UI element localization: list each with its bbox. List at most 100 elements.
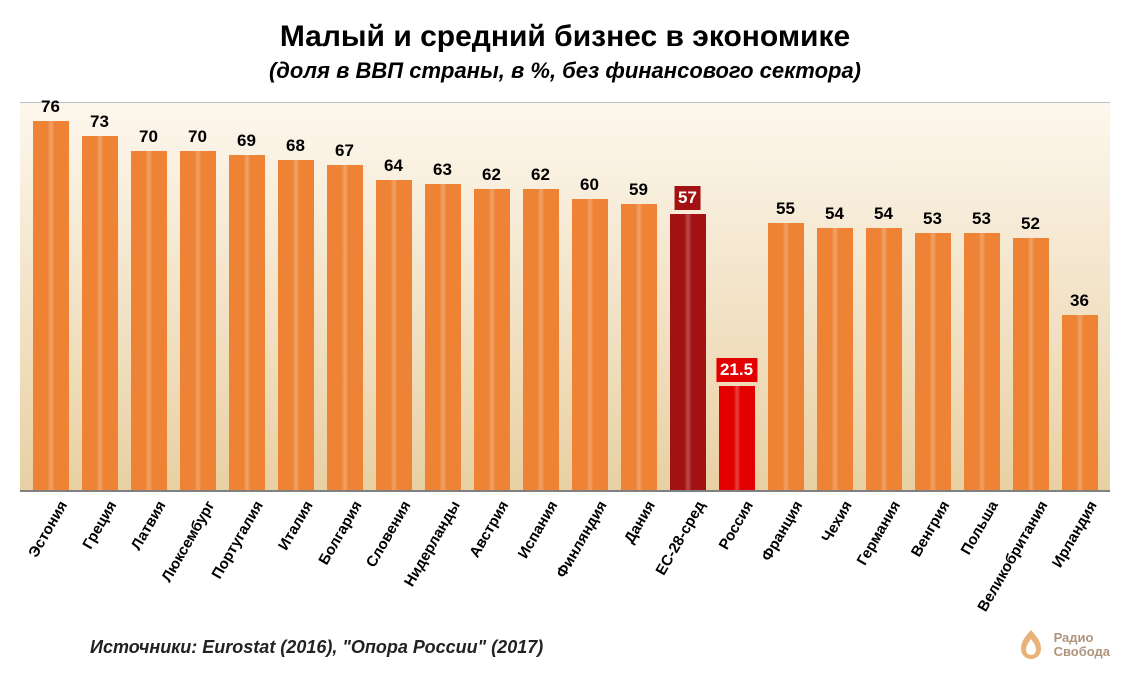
value-label: 54 (812, 204, 857, 224)
bar-slot: 55 (763, 102, 808, 490)
value-label: 55 (763, 199, 808, 219)
plot-area: 767370706968676463626260595721.555545453… (20, 102, 1110, 492)
x-axis-label: Словения (363, 498, 415, 570)
value-label: 63 (420, 160, 465, 180)
x-label-slot: Австрия (469, 492, 514, 612)
value-label: 62 (518, 165, 563, 185)
bar-slot: 70 (126, 102, 171, 490)
x-axis-label: Греция (79, 498, 120, 552)
value-label: 68 (273, 136, 318, 156)
bar-slot: 52 (1008, 102, 1053, 490)
bar (866, 228, 902, 490)
bar-slot: 63 (420, 102, 465, 490)
bar-slot: 54 (812, 102, 857, 490)
bar-slot: 59 (616, 102, 661, 490)
bar (964, 233, 1000, 490)
bar-slot: 53 (910, 102, 955, 490)
bar (523, 189, 559, 490)
x-label-slot: Чехия (812, 492, 857, 612)
value-label: 54 (861, 204, 906, 224)
bar (719, 386, 755, 490)
x-label-slot: Германия (861, 492, 906, 612)
value-label: 62 (469, 165, 514, 185)
value-label: 52 (1008, 214, 1053, 234)
value-label: 70 (175, 127, 220, 147)
bar (670, 214, 706, 490)
value-label: 60 (567, 175, 612, 195)
bar (278, 160, 314, 490)
value-label: 59 (616, 180, 661, 200)
x-axis-labels: ЭстонияГрецияЛатвияЛюксембургПортугалияИ… (20, 492, 1110, 612)
bar (376, 180, 412, 490)
bar (817, 228, 853, 490)
bar-slot: 53 (959, 102, 1004, 490)
bar-slot: 54 (861, 102, 906, 490)
bar-slot: 57 (665, 102, 710, 490)
x-axis-label: Россия (716, 498, 757, 553)
logo-line1: Радио (1054, 631, 1110, 645)
bar (1062, 315, 1098, 490)
x-axis-label: Венгрия (908, 498, 954, 560)
value-label: 53 (910, 209, 955, 229)
x-label-slot: Нидерланды (420, 492, 465, 612)
value-label: 36 (1057, 291, 1102, 311)
x-label-slot: Болгария (322, 492, 367, 612)
x-label-slot: Дания (616, 492, 661, 612)
x-label-slot: Португалия (224, 492, 269, 612)
bar (229, 155, 265, 490)
x-label-slot: Франция (763, 492, 808, 612)
x-label-slot: Венгрия (910, 492, 955, 612)
chart-title: Малый и средний бизнес в экономике (20, 20, 1110, 54)
x-label-slot: Латвия (126, 492, 171, 612)
bar-slot: 60 (567, 102, 612, 490)
bar (425, 184, 461, 490)
source-text: Источники: Eurostat (2016), "Опора Росси… (90, 637, 543, 658)
value-label: 57 (674, 186, 701, 210)
logo-line2: Свобода (1054, 645, 1110, 659)
bar-slot: 62 (518, 102, 563, 490)
bar (768, 223, 804, 490)
bar-slot: 36 (1057, 102, 1102, 490)
bar-slot: 64 (371, 102, 416, 490)
value-label: 53 (959, 209, 1004, 229)
x-label-slot: Финляндия (567, 492, 612, 612)
bar (327, 165, 363, 490)
x-label-slot: Ирландия (1057, 492, 1102, 612)
x-axis-label: Латвия (128, 498, 170, 553)
bar (572, 199, 608, 490)
x-label-slot: Италия (273, 492, 318, 612)
x-label-slot: Греция (77, 492, 122, 612)
value-label: 76 (28, 97, 73, 117)
x-axis-label: Италия (275, 498, 317, 553)
bar (82, 136, 118, 490)
bar (1013, 238, 1049, 490)
x-axis-label: Польша (958, 498, 1002, 558)
value-label: 70 (126, 127, 171, 147)
x-axis-label: Франция (758, 498, 806, 564)
flame-icon (1014, 628, 1048, 662)
logo-text: Радио Свобода (1054, 631, 1110, 660)
logo: Радио Свобода (1014, 628, 1110, 662)
x-axis-label: Австрия (466, 498, 512, 561)
bar-slot: 68 (273, 102, 318, 490)
bar-slot: 67 (322, 102, 367, 490)
x-axis-label: Эстония (25, 498, 71, 561)
bar-slot: 73 (77, 102, 122, 490)
bar-slot: 76 (28, 102, 73, 490)
bar (131, 151, 167, 491)
bar-slot: 70 (175, 102, 220, 490)
x-axis-label: Испания (515, 498, 562, 562)
x-label-slot: Словения (371, 492, 416, 612)
bar (180, 151, 216, 491)
x-axis-label: Германия (854, 498, 904, 568)
x-axis-label: Болгария (315, 498, 365, 568)
bar-slot: 62 (469, 102, 514, 490)
value-label: 73 (77, 112, 122, 132)
x-label-slot: Люксембург (175, 492, 220, 612)
bar-slot: 21.5 (714, 102, 759, 490)
x-label-slot: ЕС-28-сред (665, 492, 710, 612)
bar (474, 189, 510, 490)
value-label: 21.5 (716, 358, 757, 382)
x-label-slot: Испания (518, 492, 563, 612)
value-label: 69 (224, 131, 269, 151)
